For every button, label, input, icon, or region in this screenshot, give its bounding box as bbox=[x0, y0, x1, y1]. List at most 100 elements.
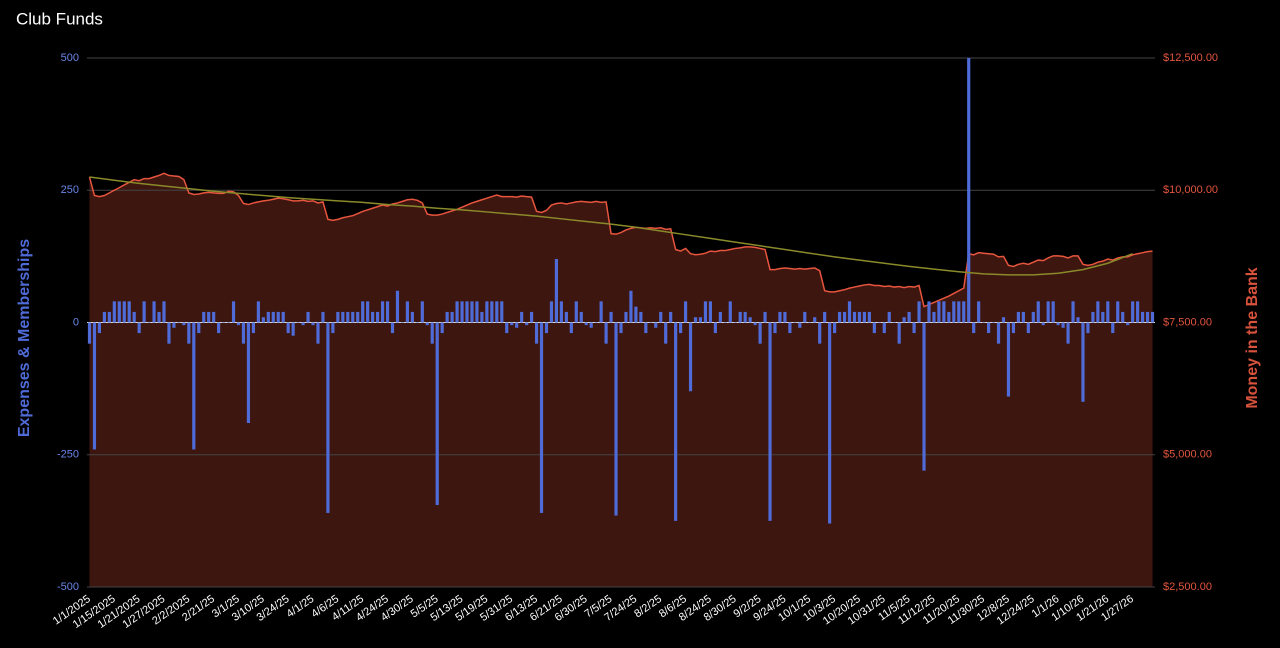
bar bbox=[132, 311, 136, 323]
bar bbox=[733, 322, 737, 323]
bar bbox=[286, 322, 290, 334]
bar bbox=[743, 311, 747, 323]
bar bbox=[291, 322, 295, 336]
bar bbox=[1066, 322, 1070, 344]
bar bbox=[788, 322, 792, 334]
bar bbox=[346, 311, 350, 323]
bar bbox=[331, 322, 335, 334]
bar bbox=[972, 322, 976, 334]
bar bbox=[987, 322, 991, 334]
bar bbox=[226, 322, 231, 323]
bar bbox=[296, 322, 300, 323]
bar bbox=[634, 306, 638, 323]
bar bbox=[639, 311, 643, 323]
bar bbox=[385, 301, 390, 323]
bar bbox=[534, 322, 539, 344]
bar bbox=[1096, 301, 1100, 323]
bar bbox=[877, 322, 881, 323]
bar bbox=[455, 301, 459, 323]
bar bbox=[857, 311, 862, 323]
bar bbox=[529, 311, 534, 323]
bar bbox=[231, 301, 236, 323]
bar bbox=[1081, 322, 1085, 402]
bar bbox=[683, 301, 688, 323]
bar bbox=[957, 301, 961, 323]
bar bbox=[1136, 301, 1140, 323]
bar bbox=[306, 311, 310, 323]
bar bbox=[778, 311, 782, 323]
bar bbox=[525, 322, 529, 326]
bar bbox=[256, 301, 260, 323]
bar bbox=[758, 322, 762, 344]
trendline bbox=[89, 176, 1133, 276]
bar bbox=[1150, 311, 1155, 323]
bar bbox=[1031, 311, 1035, 323]
bar bbox=[793, 322, 797, 323]
bar bbox=[937, 301, 941, 323]
bar bbox=[947, 311, 951, 323]
bar bbox=[222, 322, 226, 323]
bar bbox=[246, 322, 251, 424]
bar bbox=[837, 311, 842, 323]
bar bbox=[137, 322, 141, 334]
y-tick-label: 250 bbox=[61, 184, 79, 196]
bar bbox=[520, 311, 524, 323]
bar bbox=[1041, 322, 1045, 326]
bar bbox=[753, 322, 757, 326]
bar bbox=[112, 301, 116, 323]
bar bbox=[833, 322, 837, 334]
bar bbox=[674, 322, 678, 521]
bar bbox=[1140, 311, 1145, 323]
bar bbox=[962, 301, 966, 323]
bar bbox=[152, 301, 156, 323]
bar bbox=[505, 322, 509, 334]
bar bbox=[361, 301, 365, 323]
bar bbox=[912, 322, 916, 334]
bar bbox=[1111, 322, 1115, 334]
bar bbox=[713, 322, 717, 334]
bar bbox=[813, 317, 817, 323]
bar bbox=[395, 290, 400, 323]
bar bbox=[167, 322, 171, 344]
bar bbox=[380, 301, 385, 323]
bar bbox=[177, 322, 181, 323]
bar bbox=[1061, 322, 1065, 328]
bar bbox=[1071, 301, 1075, 323]
bar bbox=[882, 322, 886, 334]
bar bbox=[480, 311, 484, 323]
bar bbox=[783, 311, 787, 323]
bar bbox=[604, 322, 608, 344]
bar bbox=[97, 322, 102, 334]
bar bbox=[435, 322, 439, 506]
bar bbox=[763, 311, 767, 323]
bar bbox=[594, 322, 598, 323]
bar bbox=[236, 322, 241, 326]
bar bbox=[117, 301, 121, 323]
bar bbox=[212, 311, 216, 323]
bar bbox=[475, 301, 479, 323]
bar bbox=[867, 311, 871, 323]
bar bbox=[217, 322, 221, 334]
bar bbox=[351, 311, 355, 323]
bar bbox=[907, 311, 911, 323]
bar bbox=[1131, 301, 1135, 323]
bar bbox=[241, 322, 246, 344]
bar bbox=[1076, 317, 1080, 323]
bar bbox=[366, 301, 370, 323]
bar bbox=[142, 301, 146, 323]
bar bbox=[1145, 311, 1150, 323]
y2-axis-title: Money in the Bank bbox=[1244, 267, 1261, 408]
bar bbox=[207, 311, 211, 323]
bank-line bbox=[88, 172, 1153, 308]
bar bbox=[872, 322, 876, 334]
bar bbox=[92, 322, 97, 450]
bar bbox=[718, 311, 722, 323]
bar bbox=[852, 311, 857, 323]
bar bbox=[609, 311, 613, 323]
bar bbox=[336, 311, 340, 323]
bar bbox=[897, 322, 901, 344]
y2-tick-label: $5,000.00 bbox=[1163, 449, 1212, 461]
bar bbox=[773, 322, 777, 334]
bar bbox=[495, 301, 499, 323]
bar bbox=[1056, 322, 1060, 326]
